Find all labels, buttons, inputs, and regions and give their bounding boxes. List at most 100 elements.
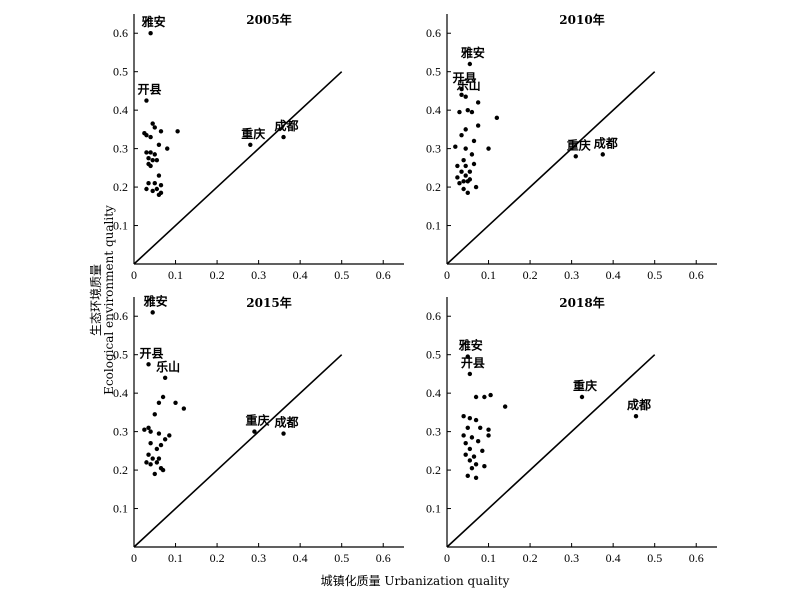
data-point [142, 427, 147, 432]
x-tick-label: 0.1 [481, 268, 496, 282]
data-point [146, 362, 151, 367]
x-tick-label: 0.4 [606, 268, 621, 282]
data-point [482, 464, 487, 469]
data-point [486, 433, 491, 438]
y-axis-label-cn: 生态环境质量 [88, 264, 103, 336]
data-point [473, 394, 479, 400]
point-label: 成都 [275, 415, 299, 430]
data-point [459, 92, 464, 97]
y-tick-label: 0.1 [426, 219, 441, 233]
x-tick-label: 0.5 [647, 551, 662, 565]
panel-2: 0 0.1 0.2 0.3 0.4 0.5 0.6 0.1 0.2 0.3 0.4 0.5 0.6 201… [426, 12, 717, 282]
x-axis-label: 城镇化质量 Urbanization quality [321, 574, 510, 588]
data-point [463, 146, 468, 151]
data-point [162, 375, 168, 380]
data-point [156, 173, 162, 178]
data-point [281, 431, 286, 436]
y-tick-label: 0.6 [426, 26, 441, 40]
data-point [473, 462, 479, 467]
data-point [459, 132, 464, 138]
y-tick-label: 0.5 [113, 348, 128, 362]
point-label: 乐山 [457, 78, 481, 93]
point-label: 开县 [137, 83, 161, 97]
point-label: 开县 [461, 356, 485, 370]
data-point [467, 371, 473, 377]
y-tick-label: 0.3 [426, 142, 441, 156]
data-point [457, 109, 462, 115]
data-point [459, 86, 464, 92]
data-point [146, 425, 151, 430]
data-point [463, 94, 468, 99]
x-tick-label: 0.1 [168, 551, 183, 565]
data-point [461, 414, 466, 419]
y-tick-label: 0.6 [113, 26, 128, 40]
data-point [158, 129, 164, 134]
data-point [482, 394, 487, 400]
point-label: 重庆 [245, 413, 269, 428]
data-point [459, 169, 464, 174]
x-tick-label: 0 [131, 268, 137, 282]
data-point [144, 132, 149, 138]
data-point [457, 181, 462, 186]
data-point [469, 109, 475, 115]
data-point [162, 437, 168, 442]
data-point [465, 190, 470, 196]
data-point [148, 429, 153, 434]
data-point [144, 186, 149, 192]
data-point [160, 394, 166, 400]
data-point [467, 61, 473, 67]
data-point [158, 442, 164, 448]
data-point [148, 31, 153, 36]
data-point [156, 192, 162, 197]
data-point [144, 460, 149, 465]
y-tick-label: 0.4 [426, 103, 441, 117]
x-tick-label: 0 [444, 551, 450, 565]
data-point [469, 435, 475, 440]
panel-1: 0 0.1 0.2 0.3 0.4 0.5 0.6 0.1 0.2 0.3 0.4 0.5 0.6 200… [113, 12, 404, 282]
data-point [252, 429, 257, 434]
data-point [633, 414, 639, 419]
data-point [471, 454, 477, 459]
data-point [152, 181, 157, 186]
data-point [461, 433, 466, 438]
data-point [148, 440, 153, 446]
data-point [148, 150, 153, 155]
data-point [154, 446, 160, 452]
data-point [150, 157, 155, 163]
y-tick-label: 0.1 [426, 502, 441, 516]
point-label: 重庆 [567, 137, 591, 152]
data-point [156, 456, 162, 461]
point-label: 乐山 [156, 359, 180, 374]
data-point [475, 439, 481, 444]
data-point [461, 179, 466, 184]
data-point [475, 123, 481, 128]
x-tick-label: 0.3 [564, 268, 579, 282]
data-point [488, 392, 493, 398]
data-point [473, 417, 479, 423]
y-tick-label: 0.6 [426, 309, 441, 323]
data-point [150, 121, 155, 126]
x-tick-label: 0.4 [293, 551, 308, 565]
data-point [494, 115, 500, 121]
data-point [465, 107, 470, 113]
panel-4: 0 0.1 0.2 0.3 0.4 0.5 0.6 0.1 0.2 0.3 0.4 0.5 0.6 201… [426, 295, 717, 565]
data-point [467, 169, 473, 174]
x-tick-label: 0 [444, 268, 450, 282]
data-point [173, 400, 178, 405]
data-point [455, 175, 460, 180]
data-point [158, 182, 164, 188]
y-tick-label: 0.2 [113, 463, 128, 477]
data-point [573, 154, 578, 159]
data-point [154, 157, 160, 163]
x-tick-label: 0.2 [210, 268, 225, 282]
equality-line [446, 354, 656, 548]
equality-line [446, 71, 656, 265]
data-point [150, 310, 155, 315]
x-tick-label: 0.4 [606, 551, 621, 565]
data-point [156, 142, 162, 147]
x-tick-label: 0.5 [334, 268, 349, 282]
y-tick-label: 0.1 [113, 219, 128, 233]
data-point [150, 456, 155, 461]
y-tick-label: 0.5 [113, 65, 128, 79]
data-point [473, 184, 479, 190]
